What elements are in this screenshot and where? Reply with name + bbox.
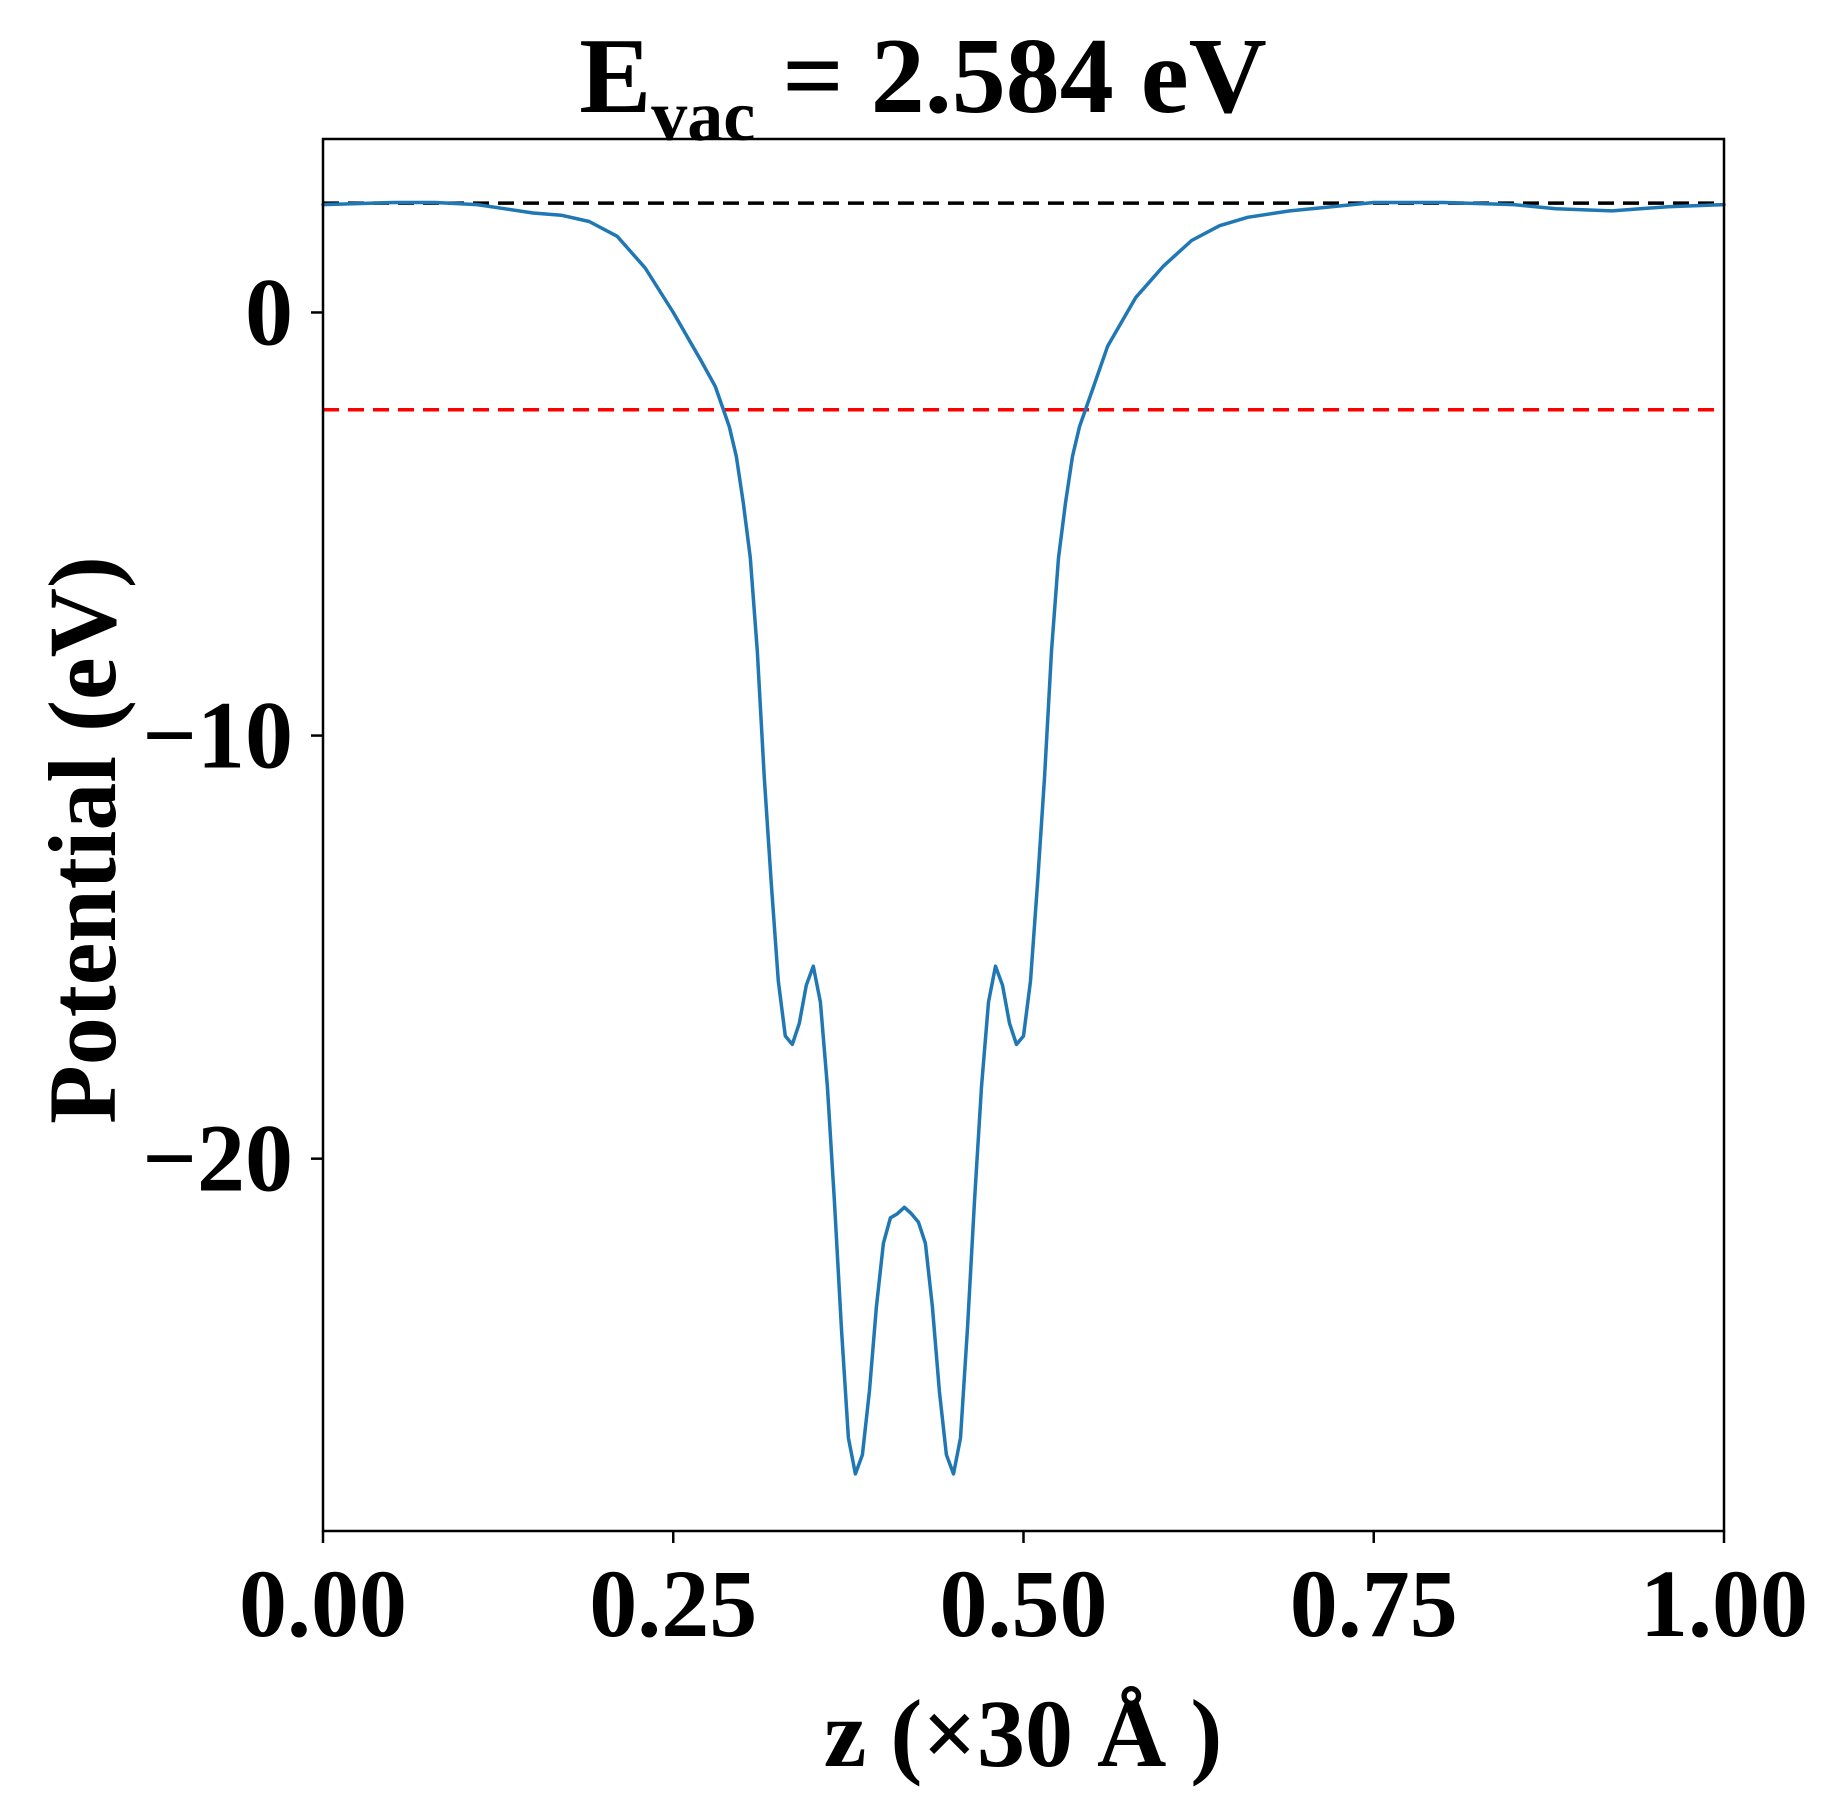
x-tick-label: 0.50 xyxy=(940,1550,1108,1657)
series-line-0 xyxy=(321,200,1726,1476)
y-tick-label: −10 xyxy=(142,682,293,789)
chart-title: Evac = 2.584 eV xyxy=(579,17,1267,156)
plot-layer xyxy=(321,200,1726,1476)
x-axis-ticks: 0.00 0.25 0.50 0.75 1.00 xyxy=(239,1531,1808,1657)
y-tick-label: −20 xyxy=(142,1105,293,1212)
y-axis-ticks: 0 −10 −20 xyxy=(142,258,323,1212)
y-tick-label: 0 xyxy=(245,258,293,365)
y-axis-label: Potential (eV) xyxy=(29,556,136,1124)
title-rest: = 2.584 eV xyxy=(755,17,1266,136)
title-subscript: vac xyxy=(651,76,755,156)
x-tick-label: 0.75 xyxy=(1290,1550,1458,1657)
x-tick-label: 0.00 xyxy=(239,1550,407,1657)
x-tick-label: 1.00 xyxy=(1640,1550,1808,1657)
x-axis-label: z (×30 Å ) xyxy=(824,1680,1223,1787)
x-tick-label: 0.25 xyxy=(589,1550,757,1657)
title-main: E xyxy=(579,17,651,136)
